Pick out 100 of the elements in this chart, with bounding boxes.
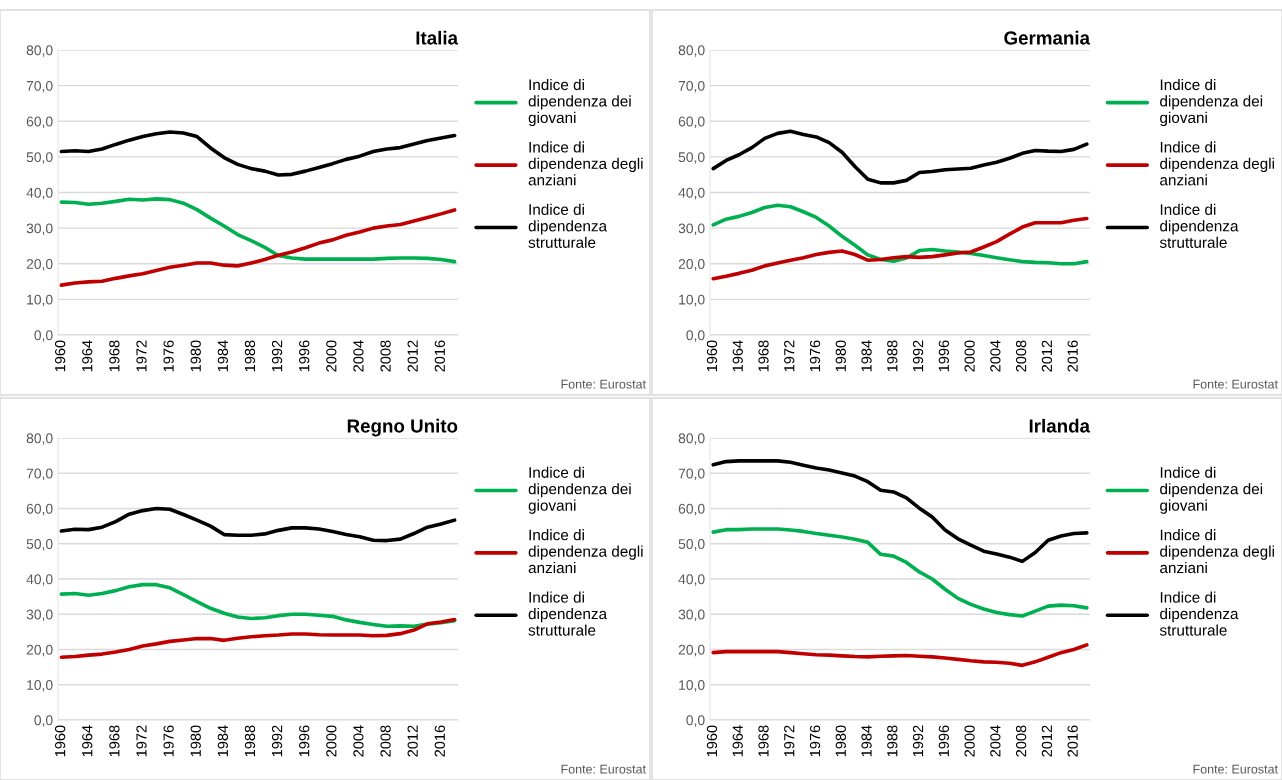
x-tick-label: 1968 — [758, 340, 769, 372]
x-tick-label: 2016 — [434, 340, 445, 372]
x-tick-label: 1960 — [54, 340, 66, 372]
y-tick-label: 30,0 — [678, 609, 705, 622]
line-series — [59, 617, 457, 660]
line-series — [711, 527, 1089, 618]
y-tick-label: 80,0 — [678, 45, 705, 57]
x-tick-label: 1964 — [82, 340, 93, 372]
y-tick-label: 40,0 — [26, 574, 53, 586]
line-series — [59, 506, 457, 543]
x-tick-label: 2008 — [380, 725, 391, 757]
y-tick-label: 30,0 — [678, 223, 705, 235]
x-tick-label: 2012 — [407, 340, 418, 372]
x-tick-label: 1960 — [706, 340, 718, 372]
y-tick-label: 60,0 — [678, 503, 705, 516]
x-tick-label: 1976 — [163, 340, 174, 372]
x-tick-label: 1960 — [706, 725, 718, 757]
line-series — [711, 216, 1089, 281]
line-series — [711, 459, 1089, 564]
chart-title: Irlanda — [1029, 418, 1091, 433]
legend-label: Indice di dipendenza dei giovani — [528, 466, 631, 514]
y-tick-label: 60,0 — [26, 116, 53, 129]
x-tick-label: 2004 — [353, 725, 364, 757]
y-tick-label: 10,0 — [27, 294, 53, 307]
x-tick-label: 2004 — [353, 340, 364, 372]
x-tick-label: 1984 — [217, 340, 229, 372]
x-tick-label: 1984 — [861, 340, 872, 372]
line-series — [59, 197, 457, 264]
x-tick-label: 2004 — [990, 725, 1001, 757]
source-note: Fonte: Eurostat — [1193, 379, 1278, 389]
y-tick-label: 80,0 — [26, 433, 53, 445]
chart-title: Germania — [1004, 30, 1091, 45]
x-tick-label: 1980 — [835, 340, 846, 372]
y-tick-label: 80,0 — [26, 45, 53, 57]
x-tick-label: 1988 — [244, 340, 256, 372]
x-tick-label: 1992 — [271, 340, 283, 372]
y-tick-label: 10,0 — [679, 680, 705, 692]
x-tick-label: 1964 — [732, 340, 743, 372]
x-tick-label: 2012 — [407, 725, 418, 757]
x-tick-label: 1988 — [887, 340, 898, 372]
line-series — [59, 582, 457, 629]
legend-label: Indice di dipendenza degli anziani — [1160, 141, 1274, 186]
line-series — [711, 643, 1089, 668]
legend-label: Indice di dipendenza dei giovani — [1160, 466, 1263, 514]
x-tick-label: 2000 — [964, 340, 975, 372]
x-tick-label: 1968 — [109, 340, 120, 372]
legend-label: Indice di dipendenza degli anziani — [528, 141, 643, 186]
legend-label: Indice di dipendenza strutturale — [1159, 591, 1239, 636]
y-tick-label: 30,0 — [26, 223, 53, 235]
x-tick-label: 1996 — [938, 340, 949, 372]
y-tick-label: 60,0 — [26, 503, 53, 516]
x-tick-label: 1972 — [136, 340, 147, 372]
y-tick-label: 10,0 — [27, 680, 53, 692]
x-tick-label: 1980 — [835, 725, 846, 757]
x-tick-label: 2000 — [964, 725, 975, 757]
y-tick-label: 0,0 — [34, 715, 53, 727]
x-tick-label: 1960 — [54, 725, 66, 757]
x-tick-label: 1992 — [271, 725, 283, 757]
source-note: Fonte: Eurostat — [561, 379, 646, 389]
x-tick-label: 1992 — [912, 725, 924, 757]
x-tick-label: 1984 — [217, 725, 229, 757]
x-tick-label: 2012 — [1041, 725, 1053, 757]
x-tick-label: 1976 — [809, 340, 821, 372]
x-tick-label: 1972 — [784, 725, 795, 757]
x-tick-label: 1988 — [887, 725, 898, 757]
x-tick-label: 1964 — [732, 725, 743, 757]
legend-label: Indice di dipendenza strutturale — [1159, 203, 1239, 248]
x-tick-label: 1980 — [190, 725, 201, 757]
y-tick-label: 50,0 — [26, 152, 53, 164]
x-tick-label: 2012 — [1041, 340, 1053, 372]
y-tick-label: 60,0 — [678, 116, 705, 129]
y-tick-label: 70,0 — [678, 468, 705, 481]
legend-label: Indice di dipendenza strutturale — [528, 591, 608, 636]
y-tick-label: 80,0 — [678, 433, 705, 445]
x-tick-label: 2016 — [1067, 340, 1078, 372]
x-tick-label: 1984 — [861, 725, 872, 757]
y-tick-label: 40,0 — [678, 574, 705, 586]
y-tick-label: 70,0 — [26, 80, 53, 93]
source-note: Fonte: Eurostat — [561, 764, 646, 774]
line-series — [59, 208, 457, 287]
line-series — [711, 129, 1089, 185]
x-tick-label: 1972 — [136, 725, 147, 757]
y-tick-label: 50,0 — [678, 152, 705, 164]
line-series — [59, 130, 457, 177]
x-tick-label: 1976 — [163, 725, 174, 757]
y-tick-label: 0,0 — [34, 330, 53, 342]
legend-label: Indice di dipendenza strutturale — [528, 203, 608, 248]
source-note: Fonte: Eurostat — [1193, 764, 1278, 774]
y-tick-label: 20,0 — [26, 259, 53, 271]
x-tick-label: 2008 — [1015, 340, 1027, 372]
chart-title: Regno Unito — [347, 418, 458, 437]
x-tick-label: 2000 — [326, 340, 337, 372]
y-tick-label: 50,0 — [26, 539, 53, 551]
x-tick-label: 1996 — [299, 340, 310, 372]
x-tick-label: 2016 — [434, 725, 445, 757]
line-series — [711, 203, 1089, 266]
x-tick-label: 2008 — [1015, 725, 1027, 757]
y-tick-label: 20,0 — [678, 259, 705, 271]
x-tick-label: 1968 — [109, 725, 120, 757]
y-tick-label: 20,0 — [26, 644, 53, 657]
